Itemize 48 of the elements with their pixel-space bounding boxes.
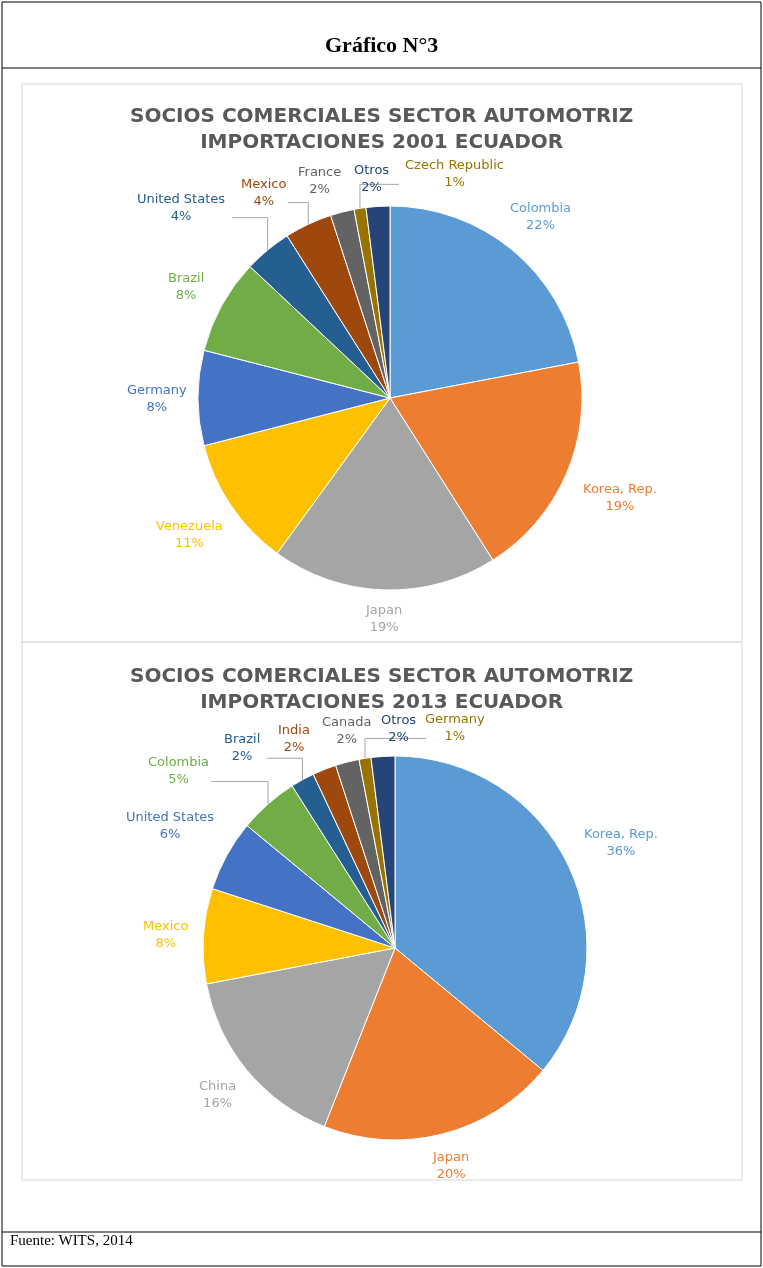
data-label: 2%	[231, 747, 253, 763]
slice-label: Korea, Rep.	[584, 826, 658, 841]
data-label: 20%	[436, 1165, 466, 1181]
slice-label: Colombia	[510, 200, 572, 215]
data-label: 4%	[253, 192, 275, 208]
data-label: 4%	[170, 207, 192, 223]
slice-label: Germany	[127, 382, 188, 397]
data-label: 2%	[361, 178, 382, 194]
chart-title: SOCIOS COMERCIALES SECTOR AUTOMOTRIZ IMPORTACIONES 2013 ECUADOR	[130, 663, 634, 713]
data-label: 19%	[605, 497, 635, 513]
data-label: 2%	[283, 738, 305, 754]
data-label: 19%	[369, 618, 399, 634]
slice-label: United States	[126, 809, 215, 824]
data-label: 1%	[444, 727, 466, 743]
data-label: 2%	[309, 180, 330, 196]
slice-label: Korea, Rep.	[583, 481, 657, 496]
data-label: 5%	[168, 770, 189, 786]
slice-label: France	[298, 164, 342, 179]
source-note: Fuente: WITS, 2014	[10, 1232, 134, 1248]
data-label: 16%	[203, 1094, 233, 1110]
slice-label: Brazil	[168, 270, 205, 285]
data-label: 6%	[159, 825, 181, 841]
data-label: 11%	[174, 534, 204, 550]
data-label: 36%	[606, 842, 636, 858]
slice-label: Czech Republic	[405, 157, 504, 172]
slice-label: Brazil	[224, 731, 261, 746]
slice-label: China	[199, 1078, 237, 1093]
data-label: 8%	[175, 286, 197, 302]
data-label: 2%	[336, 730, 358, 746]
slice-label: United States	[137, 191, 226, 206]
chart-title: SOCIOS COMERCIALES SECTOR AUTOMOTRIZ IMPORTACIONES 2001 ECUADOR	[130, 103, 634, 153]
data-label: 22%	[526, 216, 555, 232]
data-label: 8%	[146, 398, 168, 414]
slice-label: Japan	[365, 602, 403, 617]
slice-label: Mexico	[241, 176, 287, 191]
data-label: 8%	[155, 934, 177, 950]
slice-label: Mexico	[143, 918, 189, 933]
slice-label: Venezuela	[156, 518, 223, 533]
slice-label: Otros	[381, 712, 417, 727]
slice-label: Japan	[432, 1149, 470, 1164]
data-label: 2%	[388, 728, 409, 744]
slice-label: India	[278, 722, 310, 737]
text: Gráfico N°3	[325, 32, 439, 57]
slice-label: Colombia	[148, 754, 210, 769]
slice-label: Otros	[354, 162, 390, 177]
slice-label: Canada	[322, 714, 372, 729]
slice-label: Germany	[425, 711, 486, 726]
data-label: 1%	[444, 173, 465, 189]
